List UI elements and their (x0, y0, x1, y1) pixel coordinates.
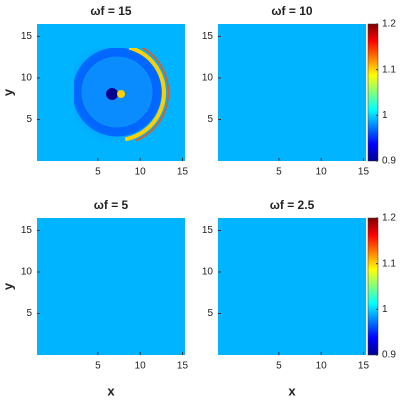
y-axis-label: y (0, 282, 15, 290)
y-tick-label: 10 (202, 267, 214, 278)
colorbar-tick-label: 1.2 (382, 213, 396, 224)
front (124, 48, 167, 142)
x-tick-label: 15 (358, 361, 370, 372)
core (106, 88, 118, 100)
y-axis-label: y (0, 88, 15, 96)
ring (74, 48, 162, 137)
x-tick-label: 10 (316, 167, 328, 178)
colorbar-tick-label: 1.1 (382, 64, 396, 75)
colorbar (367, 23, 379, 162)
y-tick-label: 15 (21, 31, 33, 42)
y-tick-label: 5 (26, 308, 32, 319)
x-tick-label: 15 (358, 167, 370, 178)
plot-area (37, 218, 185, 355)
field (74, 48, 173, 148)
x-tick-label: 10 (135, 361, 147, 372)
colorbar-tick-label: 1.2 (382, 19, 396, 30)
panel-title: ωf = 5 (94, 198, 129, 212)
y-tick-label: 10 (202, 73, 214, 84)
panel-title: ωf = 2.5 (270, 198, 315, 212)
y-tick-label: 10 (21, 73, 33, 84)
front (135, 48, 170, 142)
y-tick-label: 15 (202, 31, 214, 42)
x-axis-label: x (107, 383, 115, 398)
x-tick-label: 10 (316, 361, 328, 372)
y-tick-label: 5 (207, 308, 213, 319)
plot-area (218, 24, 366, 161)
panel-title: ωf = 10 (271, 4, 312, 18)
y-tick-label: 15 (202, 225, 214, 236)
y-tick-label: 10 (21, 267, 33, 278)
colorbar-tick-label: 1.1 (382, 258, 396, 269)
x-tick-label: 5 (95, 361, 101, 372)
x-tick-label: 5 (95, 167, 101, 178)
colorbar-tick-label: 0.9 (382, 156, 396, 167)
plot-area (218, 218, 366, 355)
y-tick-label: 15 (21, 225, 33, 236)
y-tick-label: 5 (26, 114, 32, 125)
colorbar-tick-label: 1 (382, 304, 388, 315)
x-tick-label: 10 (135, 167, 147, 178)
panel-title: ωf = 15 (90, 4, 131, 18)
x-tick-label: 15 (177, 167, 189, 178)
x-tick-label: 15 (177, 361, 189, 372)
colorbar (367, 217, 379, 356)
x-tick-label: 5 (276, 361, 282, 372)
y-tick-label: 5 (207, 114, 213, 125)
x-tick-label: 5 (276, 167, 282, 178)
colorbar-tick-label: 1 (382, 110, 388, 121)
core (117, 90, 125, 98)
x-axis-label: x (288, 383, 296, 398)
colorbar-tick-label: 0.9 (382, 350, 396, 361)
